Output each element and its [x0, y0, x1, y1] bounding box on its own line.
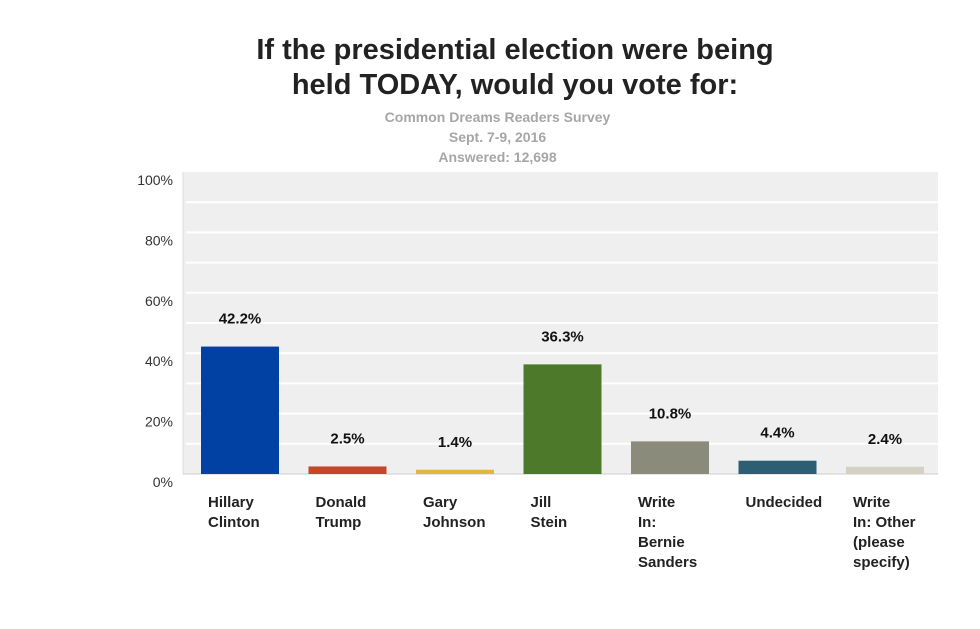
x-tick-label: Donald Trump [315, 494, 367, 531]
chart-title-line-2: held TODAY, would you vote for: [291, 69, 739, 101]
data-label: 36.3% [541, 328, 584, 345]
x-tick-label: Undecided [745, 494, 823, 511]
x-tick-label: Gary Johnson [423, 494, 486, 531]
y-tick-label: 0% [153, 474, 173, 490]
bar [416, 469, 494, 474]
y-tick-label: 20% [145, 414, 173, 430]
data-label: 10.8% [649, 405, 692, 422]
chart-subtitle-dates: Sept. 7-9, 2016 [448, 129, 547, 145]
data-label: 42.2% [219, 311, 262, 328]
data-label: 2.4% [868, 431, 902, 448]
data-label: 1.4% [438, 434, 472, 451]
chart-subtitle-answered: Answered: 12,698 [438, 149, 557, 165]
y-tick-label: 40% [145, 353, 173, 369]
x-tick-label: Hillary Clinton [208, 494, 260, 531]
y-tick-label: 80% [145, 232, 173, 248]
x-tick-label: Write In: Other (please specify) [853, 494, 916, 571]
chart-title-line-1: If the presidential election were being [256, 34, 774, 66]
y-tick-label: 60% [145, 293, 173, 309]
x-tick-label: Write In: Bernie Sanders [638, 494, 698, 571]
bar [631, 441, 709, 474]
bar [308, 466, 387, 474]
bar [523, 364, 602, 474]
bar [846, 466, 924, 474]
bar [201, 346, 279, 474]
chart-subtitle-source: Common Dreams Readers Survey [384, 109, 611, 125]
data-label: 2.5% [330, 430, 364, 447]
bar [738, 460, 817, 474]
y-tick-label: 100% [137, 172, 173, 188]
data-label: 4.4% [760, 425, 794, 442]
x-tick-label: Jill Stein [530, 494, 568, 531]
